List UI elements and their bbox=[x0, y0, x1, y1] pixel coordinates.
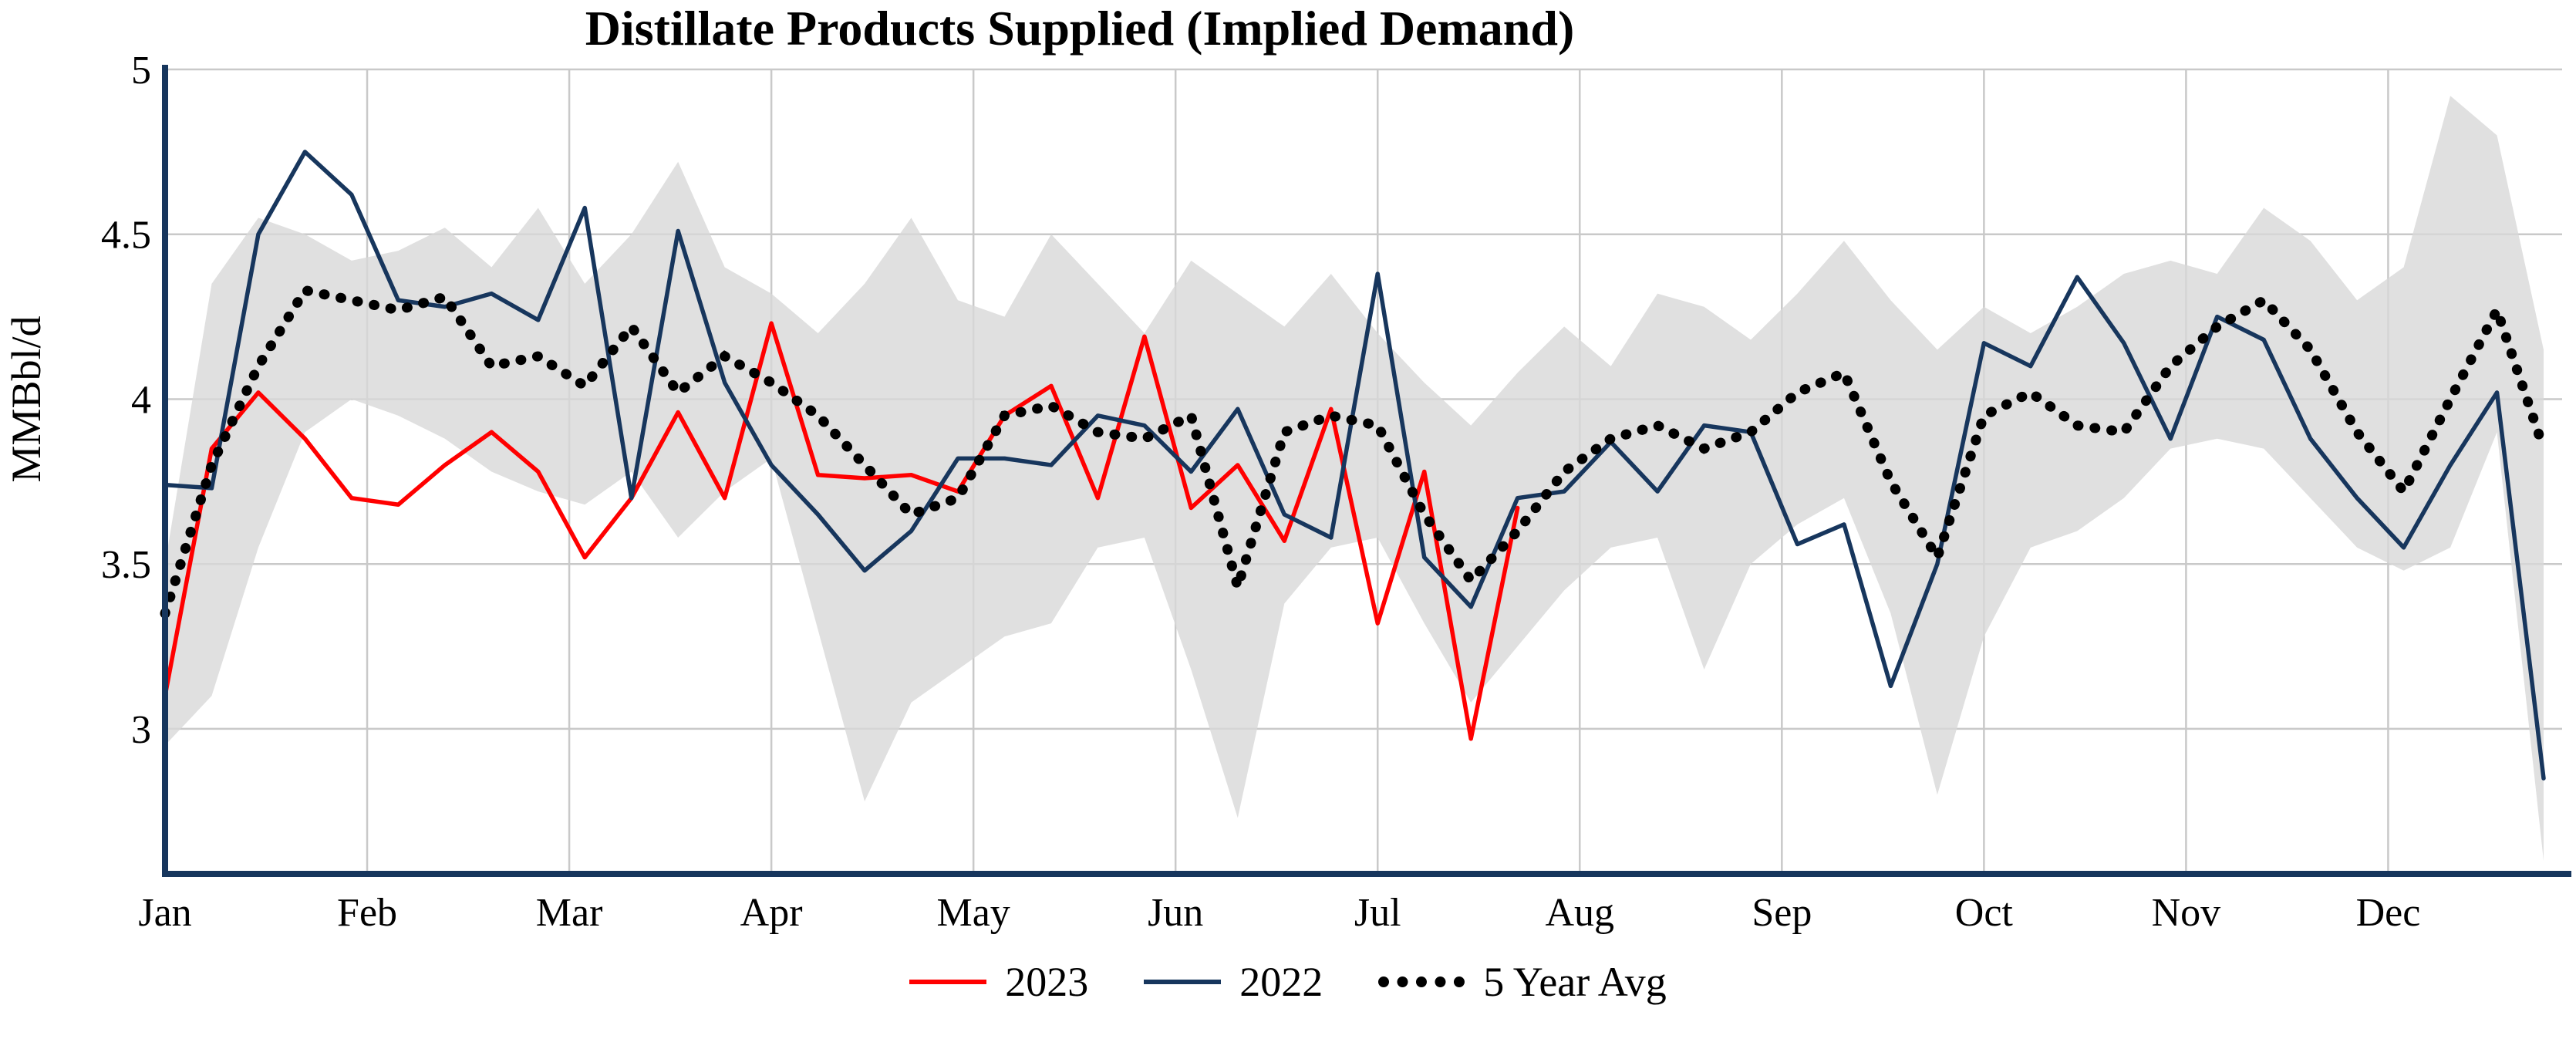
x-tick-label: Nov bbox=[2152, 891, 2221, 935]
x-tick-label: May bbox=[936, 891, 1010, 935]
series-5-year-avg-line bbox=[160, 285, 2549, 619]
x-tick-label: Feb bbox=[337, 891, 397, 935]
x-tick-label: Mar bbox=[536, 891, 603, 935]
x-tick-label: Aug bbox=[1545, 891, 1614, 935]
legend-label-2022: 2022 bbox=[1239, 959, 1323, 1005]
band-5-year-range bbox=[165, 96, 2544, 861]
x-tick-label: Apr bbox=[740, 891, 803, 935]
x-tick-label: Jan bbox=[138, 891, 191, 935]
y-tick-label: 5 bbox=[131, 49, 151, 93]
legend-label-2023: 2023 bbox=[1005, 959, 1089, 1005]
legend-item-2022: 2022 bbox=[1144, 958, 1323, 1006]
legend-label-5-year-avg: 5 Year Avg bbox=[1483, 959, 1667, 1005]
y-tick-label: 3.5 bbox=[101, 543, 151, 587]
x-tick-label: Dec bbox=[2356, 891, 2421, 935]
legend-item-2023: 2023 bbox=[909, 958, 1088, 1006]
legend-item-5-year-avg: 5 Year Avg bbox=[1378, 958, 1667, 1006]
x-tick-label: Sep bbox=[1752, 891, 1812, 935]
x-tick-label: Oct bbox=[1955, 891, 2014, 935]
chart-title: Distillate Products Supplied (Implied De… bbox=[585, 1, 1575, 56]
legend-swatch-2023 bbox=[909, 980, 987, 984]
y-tick-label: 3 bbox=[131, 708, 151, 752]
legend-swatch-2022 bbox=[1144, 980, 1222, 984]
y-tick-label: 4.5 bbox=[101, 214, 151, 258]
legend-swatch-5-year-avg bbox=[1378, 976, 1465, 987]
x-tick-label: Jun bbox=[1148, 891, 1203, 935]
y-tick-label: 4 bbox=[131, 378, 151, 422]
x-tick-label: Jul bbox=[1354, 891, 1401, 935]
series-2022-line bbox=[163, 150, 2546, 781]
chart-legend: 2023 2022 5 Year Avg bbox=[0, 958, 2576, 1006]
y-axis-label: MMBbl/d bbox=[3, 315, 49, 482]
